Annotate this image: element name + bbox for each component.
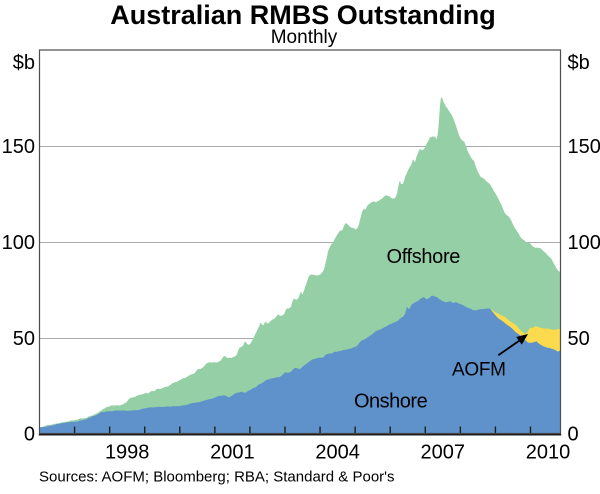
svg-text:150: 150 [2, 136, 35, 158]
svg-text:Sources: AOFM; Bloomberg; RBA;: Sources: AOFM; Bloomberg; RBA; Standard … [39, 469, 395, 486]
svg-text:$b: $b [568, 52, 590, 74]
svg-text:2001: 2001 [210, 442, 255, 464]
svg-text:Monthly: Monthly [271, 27, 338, 48]
svg-text:50: 50 [568, 328, 590, 350]
svg-text:100: 100 [568, 232, 600, 254]
svg-text:2004: 2004 [315, 442, 360, 464]
svg-text:Australian RMBS Outstanding: Australian RMBS Outstanding [110, 0, 496, 30]
svg-text:50: 50 [13, 328, 35, 350]
svg-text:AOFM: AOFM [452, 360, 506, 381]
svg-text:100: 100 [2, 232, 35, 254]
svg-text:0: 0 [24, 424, 35, 446]
svg-text:$b: $b [13, 52, 35, 74]
svg-text:Offshore: Offshore [387, 246, 461, 268]
svg-text:2007: 2007 [421, 442, 466, 464]
svg-text:150: 150 [568, 136, 600, 158]
svg-text:Onshore: Onshore [354, 391, 428, 413]
svg-text:2010: 2010 [526, 442, 571, 464]
svg-text:1998: 1998 [105, 442, 150, 464]
